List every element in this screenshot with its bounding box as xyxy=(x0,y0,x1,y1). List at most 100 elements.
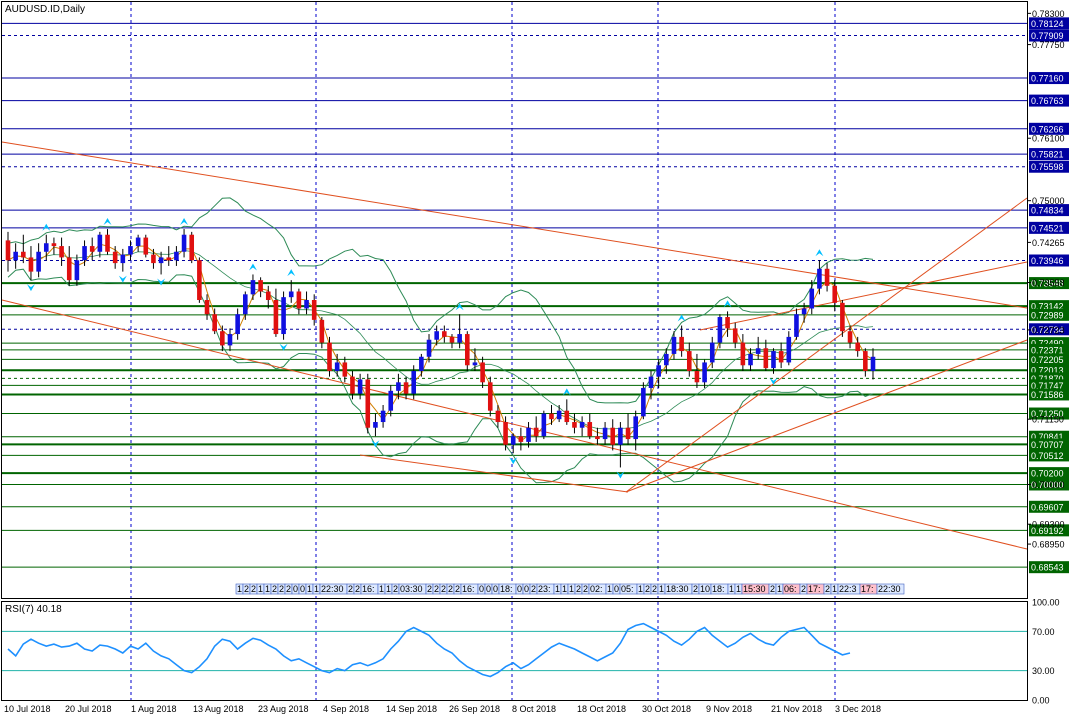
price-level-tag xyxy=(1029,524,1069,537)
candle-body xyxy=(786,336,792,363)
price-level-tag xyxy=(1029,72,1069,85)
candle-body xyxy=(151,254,156,264)
date-box-label: 22:3 xyxy=(839,584,857,594)
price-level-tag xyxy=(1029,353,1069,366)
y-tick-label: 0.69300 xyxy=(1032,520,1065,530)
candle-body xyxy=(771,351,776,369)
candle-body xyxy=(526,427,531,442)
date-box-label: 2 xyxy=(645,584,650,594)
price-level-label: 0.69607 xyxy=(1031,502,1064,512)
price-level-label: 0.78124 xyxy=(1031,19,1064,29)
candle-body xyxy=(197,260,202,300)
price-level-label: 0.76763 xyxy=(1031,96,1064,106)
candle-body xyxy=(112,251,118,264)
bollinger-upper xyxy=(7,197,874,404)
y-tick-label: 0.73558 xyxy=(1032,278,1065,288)
price-level-label: 0.68543 xyxy=(1031,563,1064,573)
price-level-label: 0.70841 xyxy=(1031,432,1064,442)
date-box-label: 0 xyxy=(300,584,305,594)
price-level-tag xyxy=(1029,467,1069,480)
candle-body xyxy=(105,234,110,252)
date-box-label: 2 xyxy=(393,584,398,594)
candle-body xyxy=(717,317,723,343)
y-tick-label: 0.74265 xyxy=(1032,238,1065,248)
rsi-panel-frame xyxy=(1,601,1028,701)
date-box-label: 0 xyxy=(479,584,484,594)
candle-body xyxy=(533,427,539,437)
candle-body xyxy=(181,234,187,252)
price-level-label: 0.74834 xyxy=(1031,206,1064,216)
date-box-label: 2 xyxy=(272,584,277,594)
x-tick-label: 18 Oct 2018 xyxy=(577,704,626,714)
price-level-tag xyxy=(1029,160,1069,173)
date-box-label: 23: xyxy=(538,584,551,594)
date-box-label: 2 xyxy=(355,584,360,594)
date-box-label: 17: xyxy=(861,584,874,594)
candle-body xyxy=(809,288,815,309)
price-level-label: 0.77160 xyxy=(1031,74,1064,84)
candle-body xyxy=(350,376,355,394)
price-level-label: 0.72490 xyxy=(1031,339,1064,349)
candle-body xyxy=(625,427,631,440)
price-level-label: 0.71586 xyxy=(1031,390,1064,400)
x-tick-label: 8 Oct 2018 xyxy=(512,704,556,714)
candle-body xyxy=(618,427,623,445)
candle-body xyxy=(549,413,554,420)
candle-body xyxy=(748,353,753,366)
candle-body xyxy=(319,319,325,343)
date-box-label: 1 xyxy=(729,584,734,594)
candle-body xyxy=(265,291,271,300)
candle-body xyxy=(396,382,401,391)
date-box-label: 2 xyxy=(693,584,698,594)
fractal-down-arrow xyxy=(157,278,166,286)
price-level-label: 0.70200 xyxy=(1031,469,1064,479)
rsi-panel: 100.00 70.00 30.00 0.00 xyxy=(2,598,1060,706)
x-tick-label: 4 Sep 2018 xyxy=(323,704,369,714)
date-box-label: 2 xyxy=(348,584,353,594)
candle-body xyxy=(227,334,233,346)
fractal-up-arrow xyxy=(248,263,257,271)
y-tick-label: 0.76100 xyxy=(1032,134,1065,144)
y-tick-label: 0.71150 xyxy=(1032,415,1064,425)
rsi-y-tick-label: 70.00 xyxy=(1032,627,1055,637)
candle-body xyxy=(28,257,34,272)
candle-body xyxy=(281,297,286,335)
y-tick-label: 0.78300 xyxy=(1032,9,1065,19)
date-box-label: 2 xyxy=(801,584,806,594)
date-box-label: 1 xyxy=(832,584,837,594)
candle-body xyxy=(21,251,26,258)
candle-body xyxy=(610,427,616,445)
candle-body xyxy=(426,339,432,357)
fractal-up-arrow xyxy=(42,223,51,231)
bollinger-bands xyxy=(7,197,874,484)
date-box-label: 2 xyxy=(286,584,291,594)
candle-body xyxy=(365,379,371,428)
y-tick-label: 0.68950 xyxy=(1032,540,1065,550)
candle-body xyxy=(487,382,493,411)
candle-body xyxy=(641,387,646,417)
candle-body xyxy=(541,413,547,437)
candle-body xyxy=(311,300,317,320)
candle-body xyxy=(855,342,860,352)
candle-body xyxy=(327,342,332,371)
price-level-label: 0.74521 xyxy=(1031,223,1064,233)
candle-body xyxy=(357,379,363,394)
x-tick-label: 1 Aug 2018 xyxy=(131,704,177,714)
price-level-tag xyxy=(1029,277,1069,290)
price-level-label: 0.69192 xyxy=(1031,526,1064,536)
price-level-label: 0.73142 xyxy=(1031,302,1064,312)
date-box-label: 2 xyxy=(427,584,432,594)
date-box-label: 22:30 xyxy=(878,584,901,594)
trendline xyxy=(625,197,1028,493)
candle-body xyxy=(434,331,439,340)
date-box-label: 1 xyxy=(386,584,391,594)
date-box-label: 1 xyxy=(307,584,312,594)
rsi-y-tick-label: 100.00 xyxy=(1032,598,1060,608)
price-level-tag xyxy=(1029,323,1069,336)
date-box-label: 1 xyxy=(562,584,567,594)
fractal-down-arrow xyxy=(769,377,778,385)
trendline xyxy=(1,141,1028,309)
date-box-label: 16: xyxy=(462,584,475,594)
